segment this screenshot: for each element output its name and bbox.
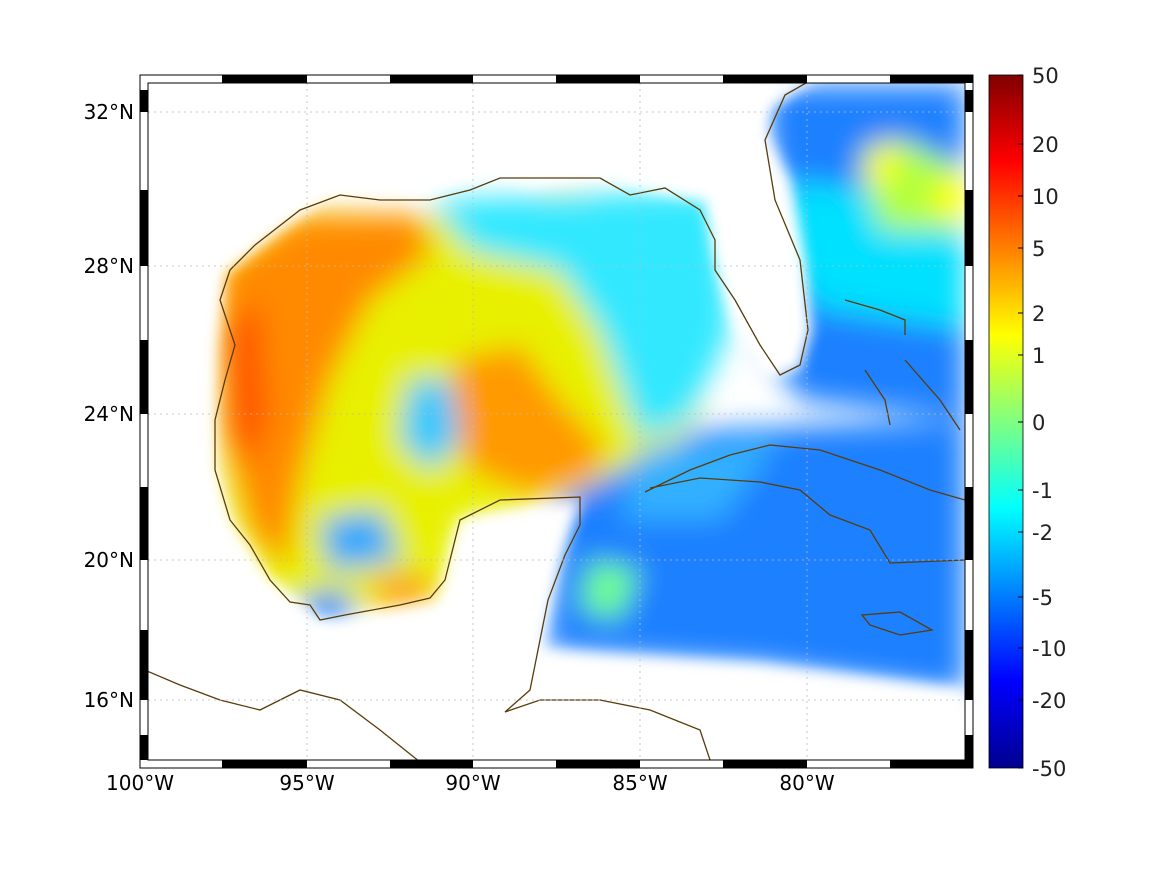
colorbar-tick-label: 20 [1032, 133, 1059, 157]
lon-label: 100°W [106, 771, 174, 795]
colorbar-tick-label: 10 [1032, 185, 1059, 209]
map-frame [139, 74, 974, 769]
colorbar-tick-label: -2 [1032, 521, 1053, 545]
lon-label: 85°W [612, 771, 667, 795]
colorbar-tick-label: -1 [1032, 479, 1053, 503]
colorbar-tick-label: -10 [1032, 637, 1066, 661]
lon-label: 95°W [279, 771, 334, 795]
colorbar-tick-label: 5 [1032, 237, 1045, 261]
grid [148, 83, 965, 760]
colorbar-tick-label: -50 [1032, 757, 1066, 781]
colorbar-tick-label: 1 [1032, 344, 1045, 368]
colorbar-tick-label: 2 [1032, 302, 1045, 326]
longitude-labels: 100°W 95°W 90°W 85°W 80°W [106, 771, 835, 795]
latitude-labels: 32°N 28°N 24°N 20°N 16°N [84, 100, 134, 712]
colorbar-tick-label: 50 [1032, 64, 1059, 88]
lat-label: 16°N [84, 688, 134, 712]
colorbar-gradient [988, 74, 1024, 769]
lon-label: 80°W [779, 771, 834, 795]
colorbar-tick-label: 0 [1032, 411, 1045, 435]
lon-label: 90°W [445, 771, 500, 795]
colorbar-tick-label: -20 [1032, 689, 1066, 713]
data-field [148, 83, 965, 760]
lat-label: 32°N [84, 100, 134, 124]
colorbar-tick-label: -5 [1032, 586, 1053, 610]
lat-label: 20°N [84, 548, 134, 572]
lat-label: 28°N [84, 254, 134, 278]
lat-label: 24°N [84, 402, 134, 426]
